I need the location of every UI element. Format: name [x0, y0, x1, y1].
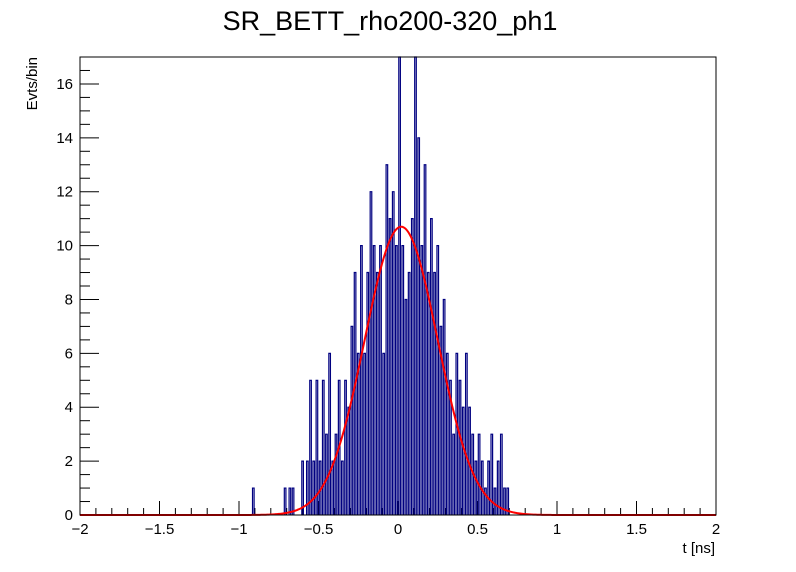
histogram-bin: [477, 433, 481, 515]
histogram-bin: [417, 137, 421, 515]
histogram-bin: [283, 487, 287, 515]
histogram-bin: [395, 244, 398, 515]
histogram-bin: [436, 244, 440, 515]
x-tick-label: 2: [712, 521, 720, 538]
y-tick-label: 10: [56, 238, 73, 255]
histogram-bin: [484, 487, 487, 515]
histogram-bin: [340, 460, 344, 515]
histogram-bin: [410, 218, 414, 515]
histogram-bin: [385, 164, 389, 515]
histogram-bin: [426, 271, 430, 515]
histogram-bin: [388, 218, 392, 515]
y-tick-label: 16: [56, 76, 73, 93]
histogram-bin: [251, 487, 255, 515]
x-tick-label: −2: [71, 521, 88, 538]
histogram-bin: [493, 487, 497, 515]
histogram-bin: [452, 433, 456, 515]
y-axis-label: Evts/bin: [24, 57, 41, 110]
histogram-bin: [369, 191, 373, 515]
y-tick-label: 4: [65, 399, 73, 416]
histogram-bin: [391, 191, 395, 515]
histogram-bin: [315, 379, 319, 515]
histogram-bin: [458, 379, 462, 515]
histogram-bin: [350, 325, 354, 515]
histogram-bin: [455, 352, 459, 515]
y-tick-label: 6: [65, 345, 73, 362]
histogram-bin: [401, 244, 405, 515]
histogram-bin: [496, 460, 500, 515]
histogram-bin: [382, 352, 386, 515]
x-axis-label: t [ns]: [682, 540, 715, 557]
histogram-bin: [487, 460, 491, 515]
histogram-bin: [325, 433, 328, 515]
histogram-bin: [445, 352, 449, 515]
x-tick-labels: −2 −1.5 −1 −0.5 0 0.5 1 1.5 2: [71, 521, 720, 538]
histogram-bin: [312, 460, 316, 515]
histogram-bin: [347, 406, 351, 515]
x-tick-label: −1: [230, 521, 247, 538]
histogram-bin: [474, 460, 478, 515]
y-tick-label: 12: [56, 184, 73, 201]
histogram-bin: [461, 406, 465, 515]
histogram-bin: [464, 352, 468, 515]
histogram-bin: [439, 325, 443, 515]
histogram-bin: [356, 352, 360, 515]
y-tick-label: 14: [56, 130, 73, 147]
histogram-bin: [366, 271, 370, 515]
histogram-bin: [309, 379, 312, 515]
histogram-bin: [353, 271, 357, 515]
y-tick-label: 0: [65, 507, 73, 524]
x-tick-label: −1.5: [145, 521, 175, 538]
plot-frame: [79, 56, 717, 516]
gaussian-fit: [80, 225, 716, 516]
histogram-bin: [490, 433, 494, 515]
histogram-bin: [334, 433, 338, 515]
histogram-bin: [372, 244, 376, 515]
histogram-bin: [328, 352, 332, 515]
histogram-bin: [506, 487, 510, 515]
histogram-series: [80, 56, 716, 516]
histogram-bin: [398, 56, 401, 515]
histogram-bin: [321, 379, 325, 515]
x-tick-label: 1.5: [626, 521, 647, 538]
tick-marks: [79, 56, 717, 516]
histogram-bin: [404, 298, 408, 515]
x-tick-label: 0.5: [467, 521, 488, 538]
histogram-bin: [375, 271, 379, 515]
chart-title: SR_BETT_rho200-320_ph1: [223, 6, 558, 36]
y-tick-labels: 0 2 4 6 8 10 12 14 16: [56, 76, 73, 524]
histogram-bin: [363, 352, 367, 515]
histogram-bin: [291, 487, 295, 515]
x-tick-label: 0: [394, 521, 402, 538]
histogram-bin: [288, 487, 292, 515]
histogram-bin: [423, 164, 427, 515]
histogram-bin: [442, 298, 446, 515]
y-tick-label: 2: [65, 453, 73, 470]
histogram-bin: [331, 460, 335, 515]
histogram-bin: [414, 56, 417, 515]
fit-curve: [80, 225, 716, 516]
histogram-bin: [420, 244, 424, 515]
histogram-bin: [301, 460, 304, 515]
histogram-bin: [429, 218, 433, 515]
histogram-bin: [379, 244, 382, 515]
histogram-bin: [449, 379, 452, 515]
x-tick-label: 1: [553, 521, 561, 538]
histogram-bin: [344, 379, 347, 515]
histogram-bin: [503, 487, 506, 515]
x-tick-label: −0.5: [304, 521, 334, 538]
histogram-bin: [407, 271, 411, 515]
histogram-bin: [305, 460, 309, 515]
y-tick-label: 8: [65, 291, 73, 308]
histogram-bin: [433, 271, 436, 515]
histogram-bin: [499, 433, 503, 515]
histogram-bin: [360, 244, 363, 515]
